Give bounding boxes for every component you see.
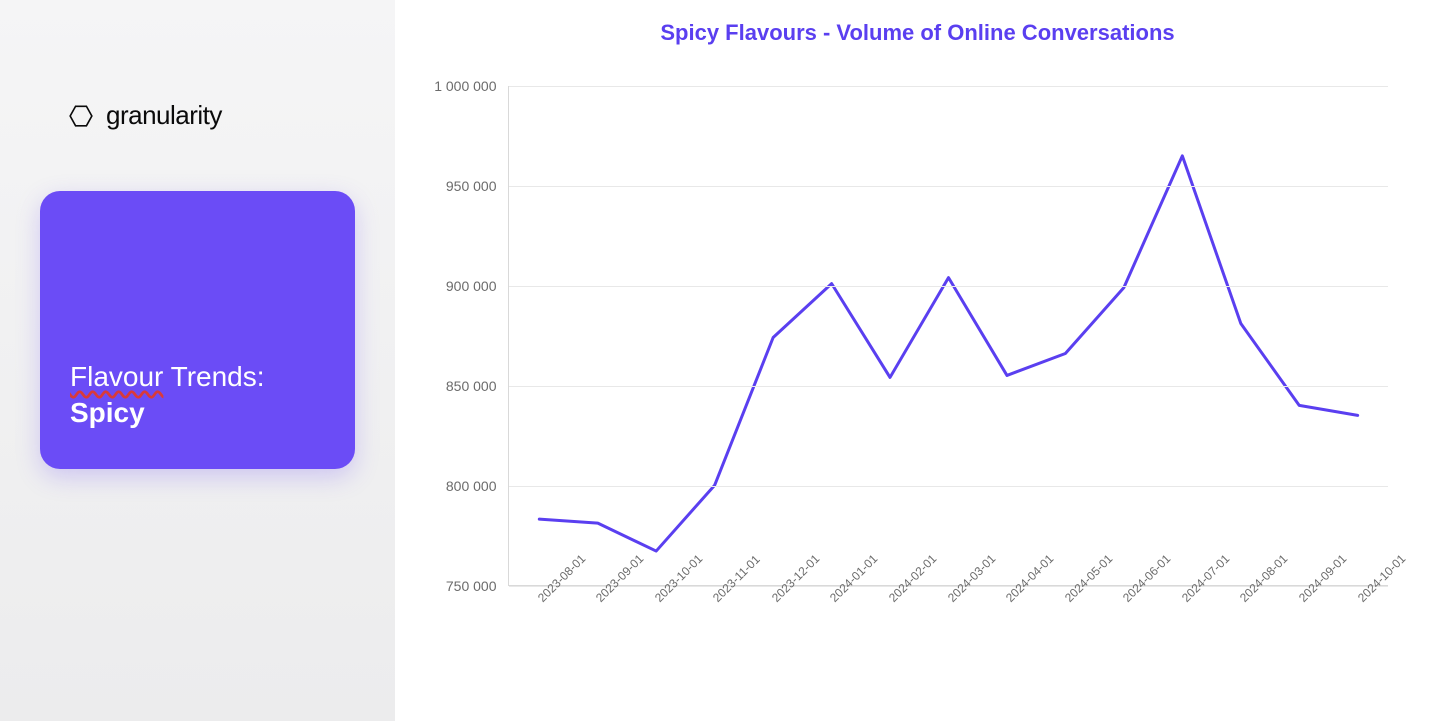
hexagon-icon — [68, 103, 94, 129]
gridline — [509, 486, 1388, 487]
card-line2: Spicy — [70, 397, 325, 429]
y-tick-label: 900 000 — [446, 278, 509, 294]
data-line — [539, 156, 1357, 551]
card-line1-rest: Trends: — [163, 361, 264, 392]
y-tick-label: 800 000 — [446, 478, 509, 494]
title-card: Flavour Trends: Spicy — [40, 191, 355, 469]
y-tick-label: 1 000 000 — [434, 78, 508, 94]
gridline — [509, 86, 1388, 87]
gridline — [509, 186, 1388, 187]
plot-wrap: 750 000 800 000 850 000 900 000 950 000 1 000… — [418, 54, 1418, 694]
card-line1-underlined: Flavour — [70, 361, 163, 392]
plot-inner: 750 000800 000850 000900 000950 0001 000… — [508, 86, 1388, 586]
gridline — [509, 286, 1388, 287]
y-tick-label: 750 000 — [446, 578, 509, 594]
y-tick-label: 950 000 — [446, 178, 509, 194]
chart-area: Spicy Flavours - Volume of Online Conver… — [395, 0, 1440, 721]
card-line1: Flavour Trends: — [70, 361, 325, 393]
chart-title: Spicy Flavours - Volume of Online Conver… — [415, 20, 1420, 46]
brand-logo: granularity — [40, 100, 355, 131]
brand-name: granularity — [106, 100, 222, 131]
gridline — [509, 386, 1388, 387]
sidebar: granularity Flavour Trends: Spicy — [0, 0, 395, 721]
y-tick-label: 850 000 — [446, 378, 509, 394]
line-chart-svg — [509, 86, 1388, 585]
